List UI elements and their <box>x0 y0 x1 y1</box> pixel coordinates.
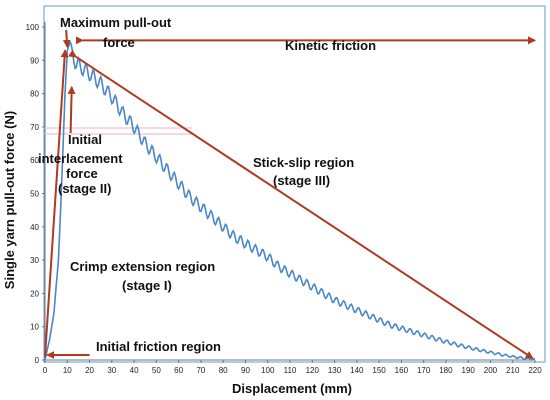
y-ticks: 0 10 20 30 40 50 60 70 80 90 100 <box>26 23 45 365</box>
y-tick-label: 100 <box>26 23 40 32</box>
y-tick-label: 30 <box>30 256 39 265</box>
x-tick-label: 90 <box>241 366 250 375</box>
annotation-initial-line4: (stage II) <box>58 181 111 196</box>
x-tick-label: 80 <box>219 366 228 375</box>
x-tick-label: 10 <box>63 366 72 375</box>
y-tick-label: 90 <box>30 56 39 65</box>
x-tick-label: 160 <box>395 366 409 375</box>
annotation-initial-line1: Initial <box>68 132 102 147</box>
annotation-stick-slip-line1: Stick-slip region <box>253 155 354 170</box>
annotation-max-force-line1: Maximum pull-out <box>60 15 172 30</box>
x-tick-label: 30 <box>107 366 116 375</box>
x-tick-label: 130 <box>328 366 342 375</box>
y-tick-label: 50 <box>30 190 39 199</box>
x-tick-label: 180 <box>439 366 453 375</box>
annotation-arrows <box>44 29 536 360</box>
x-tick-label: 200 <box>484 366 498 375</box>
annotation-stick-slip-line2: (stage III) <box>273 173 330 188</box>
annotation-initial-friction: Initial friction region <box>96 339 221 354</box>
y-axis-title: Single yarn pull-out force (N) <box>2 111 17 289</box>
annotation-max-force-line2: force <box>103 35 135 50</box>
chart-frame <box>43 5 546 363</box>
x-tick-label: 50 <box>152 366 161 375</box>
x-tick-label: 150 <box>372 366 386 375</box>
y-tick-label: 20 <box>30 289 39 298</box>
x-tick-label: 220 <box>528 366 542 375</box>
x-axis-title: Displacement (mm) <box>232 381 352 396</box>
annotation-crimp-line1: Crimp extension region <box>70 259 215 274</box>
x-tick-label: 60 <box>174 366 183 375</box>
annotation-initial-line2: interlacement <box>38 151 123 166</box>
x-tick-label: 100 <box>261 366 275 375</box>
annotation-kinetic-friction: Kinetic friction <box>285 38 376 53</box>
x-tick-label: 0 <box>43 366 48 375</box>
x-tick-label: 70 <box>196 366 205 375</box>
arrow-crimp-extension <box>44 49 69 357</box>
x-tick-label: 120 <box>306 366 320 375</box>
annotation-crimp-line2: (stage I) <box>122 278 172 293</box>
x-tick-label: 190 <box>462 366 476 375</box>
y-tick-label: 40 <box>30 223 39 232</box>
y-tick-label: 0 <box>35 356 40 365</box>
y-tick-label: 80 <box>30 90 39 99</box>
x-ticks: 0 10 20 30 40 50 60 70 80 90 100 110 120 130 140 150 160… <box>43 360 542 375</box>
y-tick-label: 10 <box>30 323 39 332</box>
x-tick-label: 210 <box>506 366 520 375</box>
x-tick-label: 110 <box>284 366 297 375</box>
arrow-max-force <box>62 29 71 48</box>
x-tick-label: 170 <box>417 366 431 375</box>
axes <box>44 22 535 361</box>
y-tick-label: 70 <box>30 123 39 132</box>
x-tick-label: 40 <box>130 366 139 375</box>
arrow-stick-slip <box>68 49 534 360</box>
y-tick-label: 60 <box>30 156 39 165</box>
x-tick-label: 140 <box>350 366 364 375</box>
arrow-initial-interlacement <box>67 85 76 134</box>
x-tick-label: 20 <box>85 366 94 375</box>
annotation-initial-line3: force <box>66 166 98 181</box>
